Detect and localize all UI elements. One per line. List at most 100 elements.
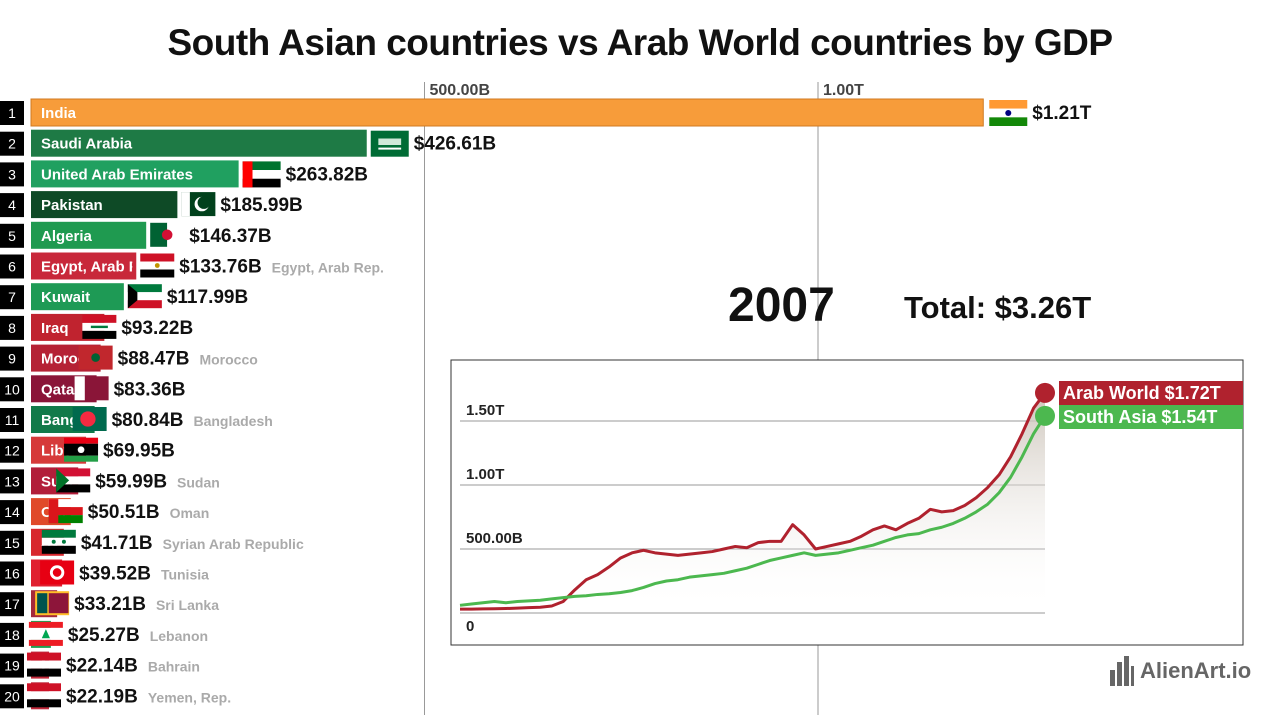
flag-part bbox=[56, 468, 91, 477]
flag-part bbox=[56, 468, 70, 493]
flag-emblem bbox=[80, 411, 96, 427]
rank-badge bbox=[0, 469, 24, 494]
rank-number: 12 bbox=[4, 443, 20, 459]
rank-badge bbox=[0, 285, 24, 310]
rank-badge bbox=[0, 592, 24, 617]
flag-part bbox=[48, 593, 69, 614]
bar-label: Iraq bbox=[41, 320, 69, 337]
flag-part bbox=[378, 147, 402, 150]
flag-part bbox=[27, 660, 61, 669]
year-label: 2007 bbox=[728, 279, 835, 332]
series-end-label-bg bbox=[1059, 405, 1243, 429]
flag-part bbox=[64, 455, 99, 462]
algeria-flag-icon bbox=[150, 222, 185, 247]
flag-part bbox=[82, 330, 117, 339]
bar-row: 6 Egypt, Arab Rep. $133.76B Egypt, Arab Rep… bbox=[0, 252, 384, 280]
flag-part bbox=[140, 269, 175, 278]
bar-value: $1.21T bbox=[1032, 103, 1092, 124]
rank-number: 10 bbox=[4, 381, 20, 397]
bar-ghost-label: Bahrain bbox=[148, 659, 200, 675]
bar-value: $59.99B bbox=[95, 471, 167, 492]
rank-number: 9 bbox=[8, 351, 16, 367]
rank-badge bbox=[0, 561, 24, 586]
flag-part bbox=[41, 629, 50, 639]
bar bbox=[30, 98, 984, 127]
flag-part bbox=[41, 545, 76, 554]
flag-emblem bbox=[51, 539, 56, 544]
flag-part bbox=[48, 507, 83, 516]
flag-part bbox=[989, 100, 1028, 109]
rank-number: 2 bbox=[8, 136, 16, 152]
bar bbox=[31, 283, 124, 311]
bar-ghost-label: Egypt, Arab Rep. bbox=[272, 260, 384, 276]
sudan-flag-icon bbox=[56, 468, 91, 493]
bar-row: 10 Qatar $83.36B bbox=[0, 375, 185, 403]
flag-emblem bbox=[197, 196, 211, 209]
srilanka-flag-icon bbox=[35, 591, 70, 616]
rank-badge bbox=[0, 530, 24, 555]
area-fill bbox=[460, 392, 1045, 613]
flag-part bbox=[37, 593, 48, 614]
bar-value: $426.61B bbox=[414, 134, 496, 155]
line-chart: 0 500.00B 1.00T 1.50T Arab World $1.72T South… bbox=[450, 359, 1244, 646]
bar-ghost-label: Sudan bbox=[177, 474, 220, 490]
rank-badge bbox=[0, 193, 24, 218]
bangladesh-flag-icon bbox=[72, 407, 107, 431]
bar-ghost-label: Bangladesh bbox=[193, 413, 272, 429]
bar-row: 8 Iraq $93.22B bbox=[0, 313, 193, 341]
flag-emblem bbox=[52, 568, 62, 577]
flag-part bbox=[127, 300, 162, 309]
flag-part bbox=[28, 639, 63, 646]
bar-value: $80.84B bbox=[112, 410, 184, 431]
morocco-flag-icon bbox=[78, 345, 113, 370]
libya-flag-icon bbox=[64, 437, 99, 462]
flag-part bbox=[127, 284, 138, 309]
bar bbox=[31, 129, 367, 157]
bar-value: $22.19B bbox=[66, 686, 138, 707]
bar-value: $50.51B bbox=[88, 502, 160, 523]
bar-value: $22.14B bbox=[66, 656, 138, 677]
oman-flag-icon bbox=[48, 499, 83, 524]
series-end-label-bg bbox=[1059, 381, 1243, 405]
rank-badge bbox=[0, 223, 24, 248]
bar-ghost-label: Morocco bbox=[199, 352, 257, 368]
flag-emblem bbox=[161, 229, 173, 241]
series-line bbox=[459, 415, 1047, 607]
bar-label: India bbox=[41, 105, 77, 122]
rank-badge bbox=[0, 500, 24, 525]
rank-number: 7 bbox=[8, 289, 16, 305]
flag-part bbox=[48, 515, 83, 524]
flag-part bbox=[90, 325, 108, 329]
bar-value: $133.76B bbox=[179, 257, 261, 278]
flag-part bbox=[27, 691, 61, 700]
bar-value: $93.22B bbox=[121, 318, 193, 339]
iraq-flag-icon bbox=[82, 314, 117, 339]
bar-value: $33.21B bbox=[74, 594, 146, 615]
bar-ghost-label: Oman bbox=[170, 505, 210, 521]
bar bbox=[31, 252, 137, 280]
bar-row: 3 United Arab Emirates $263.82B bbox=[0, 160, 368, 188]
rank-number: 11 bbox=[5, 412, 20, 428]
series-end-point bbox=[1035, 382, 1055, 403]
bar-label: Egypt, Arab Rep. bbox=[41, 259, 161, 276]
flag-part bbox=[242, 161, 281, 171]
bar bbox=[31, 221, 147, 249]
pakistan-flag-icon bbox=[181, 192, 216, 217]
rank-badge bbox=[0, 131, 24, 156]
flag-part bbox=[242, 170, 281, 179]
flag-emblem bbox=[1005, 109, 1012, 117]
bar-row: 7 Kuwait $117.99B bbox=[0, 283, 248, 311]
flag-part bbox=[56, 484, 91, 493]
flag-emblem bbox=[91, 353, 100, 362]
flag-emblem bbox=[61, 539, 66, 544]
bar-row: 4 Pakistan $185.99B bbox=[0, 191, 303, 219]
bar-value: $41.71B bbox=[81, 533, 153, 554]
flag-part bbox=[378, 138, 402, 145]
rank-number: 17 bbox=[4, 596, 20, 612]
bar-row: 20 Yemen, Rep.$22.19B Yemen, Rep. bbox=[0, 682, 231, 710]
bar-label: Saudi Arabia bbox=[41, 136, 133, 153]
saudi-flag-icon bbox=[370, 130, 409, 157]
